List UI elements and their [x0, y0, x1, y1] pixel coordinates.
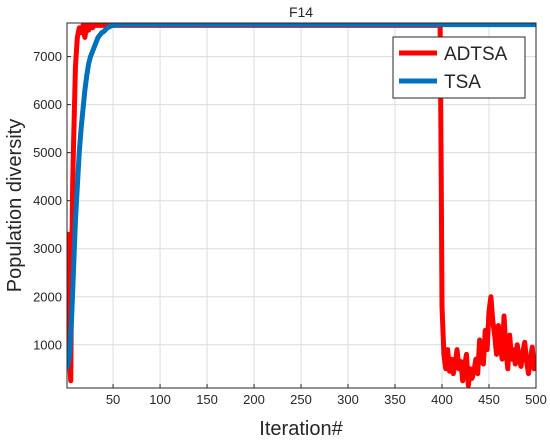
x-tick-label: 200: [243, 392, 265, 407]
y-tick-label: 7000: [33, 49, 62, 64]
x-axis-label: Iteration#: [259, 418, 343, 440]
y-tick-label: 4000: [33, 193, 62, 208]
x-tick-label: 350: [384, 392, 406, 407]
x-tick-label: 300: [337, 392, 359, 407]
y-tick-label: 5000: [33, 145, 62, 160]
y-axis-label: Population diversity: [4, 119, 26, 292]
x-tick-label: 250: [290, 392, 312, 407]
x-tick-labels: 50 100 150 200 250 300 350 400 450 500: [106, 392, 547, 407]
x-tick-label: 500: [525, 392, 547, 407]
x-tick-label: 400: [431, 392, 453, 407]
y-tick-label: 3000: [33, 241, 62, 256]
y-tick-labels: 1000 2000 3000 4000 5000 6000 7000: [33, 49, 62, 352]
series-line-tsa: [67, 23, 536, 370]
x-tick-label: 50: [106, 392, 120, 407]
y-tick-label: 1000: [33, 337, 62, 352]
series-layer: [67, 23, 536, 388]
legend-box: [392, 36, 526, 99]
x-tick-label: 150: [196, 392, 218, 407]
legend: ADTSA TSA: [392, 36, 526, 99]
x-tick-label: 100: [149, 392, 171, 407]
y-tick-label: 6000: [33, 97, 62, 112]
plot-frame: [66, 22, 537, 389]
legend-label-tsa: TSA: [444, 72, 481, 93]
chart-title: F14: [289, 4, 313, 20]
x-tick-label: 450: [478, 392, 500, 407]
legend-label-adtsa: ADTSA: [444, 44, 508, 65]
y-tick-label: 2000: [33, 289, 62, 304]
series-line-adtsa: [67, 23, 536, 388]
